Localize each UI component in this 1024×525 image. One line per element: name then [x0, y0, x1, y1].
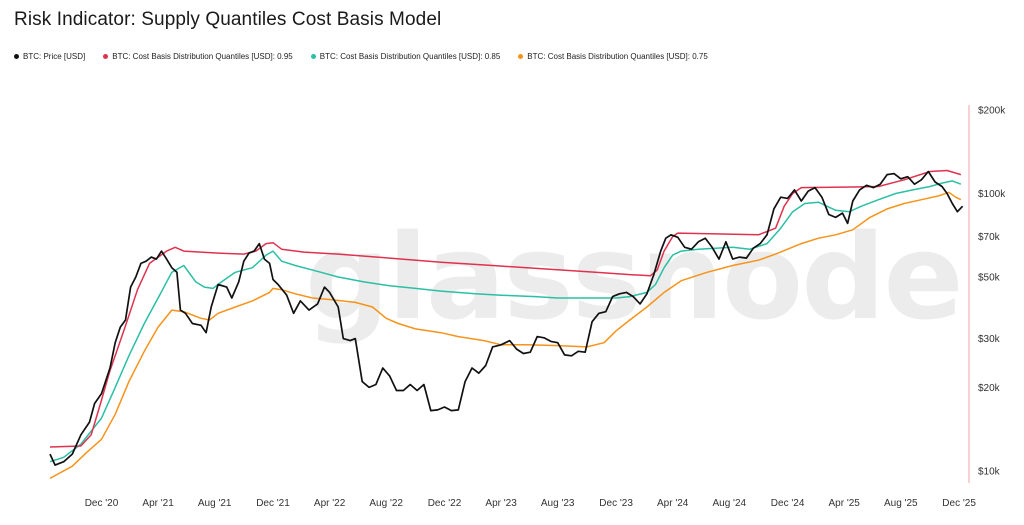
- legend-label: BTC: Price [USD]: [23, 52, 86, 61]
- y-tick-label: $200k: [978, 106, 1006, 117]
- legend-item-price[interactable]: BTC: Price [USD]: [14, 52, 85, 61]
- x-tick-label: Apr '24: [657, 498, 689, 509]
- series-line-1[interactable]: [49, 180, 962, 463]
- x-tick-label: Aug '24: [712, 498, 746, 509]
- series-line-2[interactable]: [49, 169, 962, 448]
- legend-label: BTC: Cost Basis Distribution Quantiles […: [112, 52, 293, 61]
- x-tick-label: Dec '24: [771, 498, 805, 509]
- legend-dot-icon: [14, 54, 19, 59]
- x-tick-label: Dec '20: [85, 498, 119, 509]
- x-tick-label: Apr '21: [142, 498, 174, 509]
- x-tick-label: Aug '21: [198, 498, 232, 509]
- x-tick-label: Dec '22: [428, 498, 462, 509]
- series-line-0[interactable]: [49, 191, 962, 480]
- legend: BTC: Price [USD] BTC: Cost Basis Distrib…: [14, 52, 708, 61]
- y-tick-label: $10k: [978, 467, 1001, 478]
- x-tick-label: Dec '21: [256, 498, 290, 509]
- y-tick-label: $20k: [978, 383, 1001, 394]
- x-tick-label: Dec '25: [942, 498, 976, 509]
- y-tick-label: $50k: [978, 273, 1001, 284]
- x-tick-label: Apr '23: [485, 498, 517, 509]
- y-tick-label: $70k: [978, 232, 1001, 243]
- chart-title: Risk Indicator: Supply Quantiles Cost Ba…: [14, 9, 442, 30]
- watermark: glassnode: [305, 208, 962, 346]
- x-tick-label: Dec '23: [599, 498, 633, 509]
- legend-label: BTC: Cost Basis Distribution Quantiles […: [527, 52, 708, 61]
- x-tick-label: Aug '25: [884, 498, 918, 509]
- y-tick-label: $30k: [978, 334, 1001, 345]
- y-tick-label: $100k: [978, 189, 1006, 200]
- x-tick-label: Apr '22: [314, 498, 346, 509]
- x-axis: Dec '20 Apr '21 Aug '21 Dec '21 Apr '22 Aug '…: [85, 498, 977, 509]
- x-tick-label: Aug '23: [541, 498, 575, 509]
- series-layer: [49, 169, 964, 480]
- legend-dot-icon: [310, 54, 316, 59]
- legend-label: BTC: Cost Basis Distribution Quantiles […: [319, 52, 501, 61]
- x-tick-label: Apr '25: [829, 498, 861, 509]
- y-axis: $200k $100k $70k $50k $30k $20k $10k: [978, 106, 1006, 478]
- legend-item-q075[interactable]: BTC: Cost Basis Distribution Quantiles […: [518, 52, 708, 61]
- series-line-3[interactable]: [49, 170, 964, 466]
- x-tick-label: Aug '22: [369, 498, 403, 509]
- legend-item-q085[interactable]: BTC: Cost Basis Distribution Quantiles […: [310, 52, 501, 61]
- legend-dot-icon: [103, 54, 109, 59]
- legend-dot-icon: [518, 54, 524, 59]
- legend-item-q095[interactable]: BTC: Cost Basis Distribution Quantiles […: [103, 52, 293, 61]
